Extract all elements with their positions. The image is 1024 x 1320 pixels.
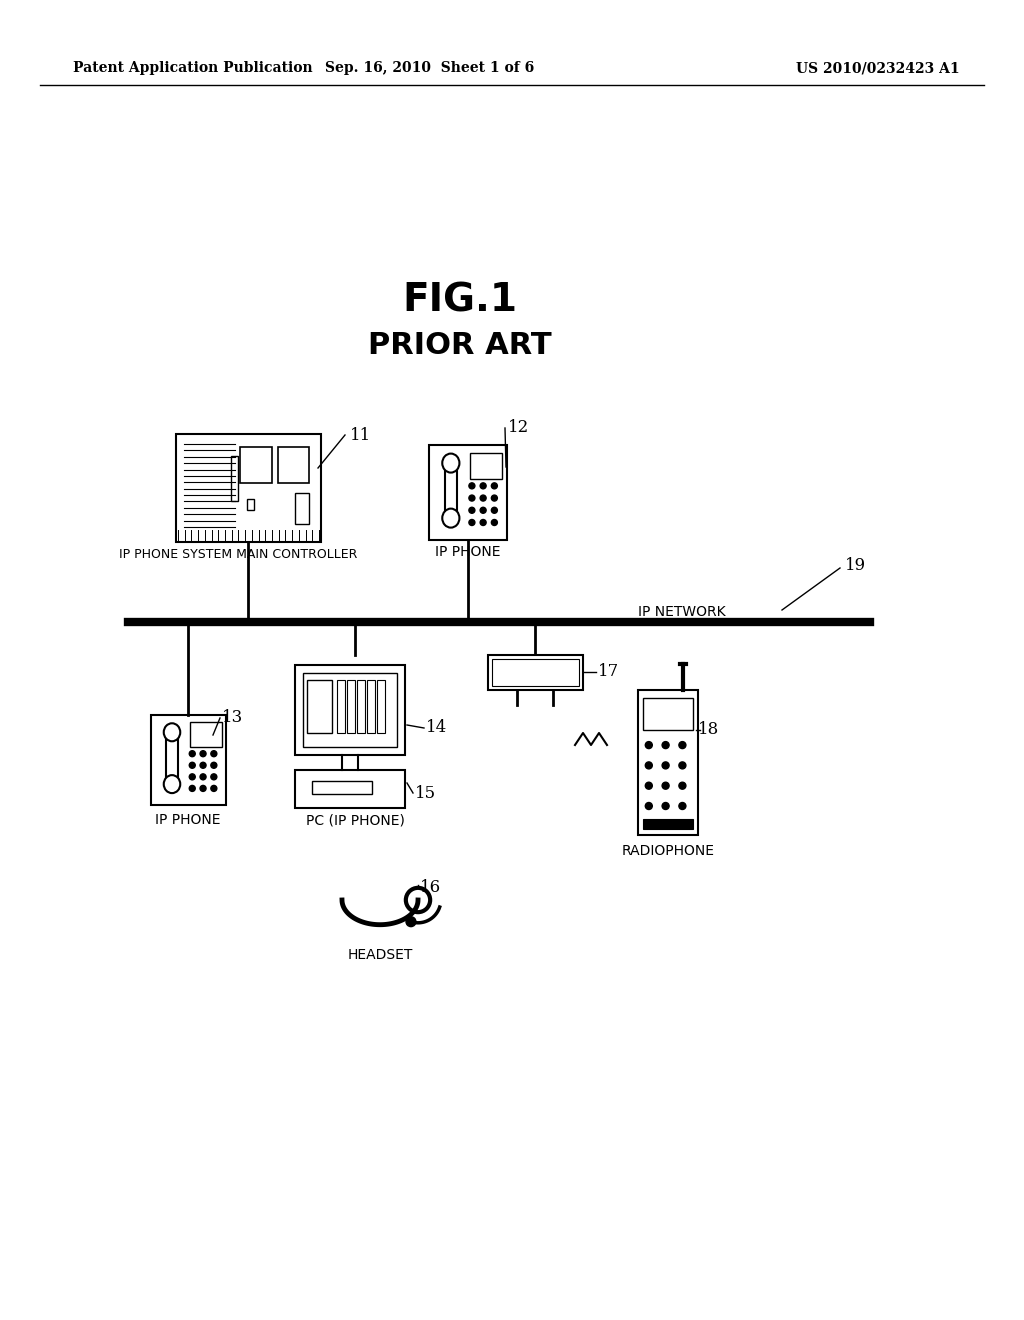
Text: 13: 13 (222, 710, 244, 726)
Bar (377, 680, 385, 733)
Text: RADIOPHONE: RADIOPHONE (622, 843, 715, 858)
Bar (295, 770, 406, 808)
Text: IP PHONE: IP PHONE (435, 545, 501, 558)
Text: 14: 14 (426, 719, 447, 737)
Bar (337, 680, 345, 733)
Text: IP NETWORK: IP NETWORK (638, 605, 726, 619)
Circle shape (189, 762, 196, 768)
Bar (346, 680, 354, 733)
Ellipse shape (442, 454, 460, 473)
Bar (190, 722, 221, 747)
Circle shape (645, 803, 652, 809)
Circle shape (645, 762, 652, 768)
Bar (492, 659, 579, 686)
Circle shape (679, 742, 686, 748)
Circle shape (492, 507, 498, 513)
Ellipse shape (164, 723, 180, 742)
Text: FIG.1: FIG.1 (402, 281, 517, 319)
Bar (231, 455, 238, 502)
Circle shape (645, 742, 652, 748)
Text: IP PHONE SYSTEM MAIN CONTROLLER: IP PHONE SYSTEM MAIN CONTROLLER (119, 548, 357, 561)
Circle shape (189, 751, 196, 756)
Text: 17: 17 (598, 664, 620, 681)
Circle shape (211, 785, 217, 792)
Bar (429, 445, 507, 540)
Text: IP PHONE: IP PHONE (156, 813, 221, 828)
Circle shape (469, 483, 475, 488)
Bar (295, 665, 406, 755)
Bar (303, 673, 397, 747)
Circle shape (480, 520, 486, 525)
Circle shape (663, 762, 669, 768)
Bar (295, 494, 309, 524)
Circle shape (469, 520, 475, 525)
Circle shape (492, 495, 498, 502)
Text: PRIOR ART: PRIOR ART (369, 330, 552, 359)
Bar (643, 818, 693, 829)
Bar (240, 447, 271, 483)
Circle shape (211, 751, 217, 756)
Circle shape (679, 803, 686, 809)
Bar (311, 781, 372, 793)
Text: US 2010/0232423 A1: US 2010/0232423 A1 (797, 61, 961, 75)
Bar (278, 447, 309, 483)
Bar (247, 499, 254, 510)
Text: 18: 18 (698, 722, 719, 738)
Circle shape (492, 483, 498, 488)
Bar (151, 715, 226, 805)
Circle shape (211, 774, 217, 780)
Circle shape (480, 483, 486, 488)
Text: 16: 16 (420, 879, 441, 896)
Text: PC (IP PHONE): PC (IP PHONE) (305, 813, 404, 828)
Circle shape (406, 917, 416, 927)
Circle shape (200, 751, 206, 756)
Ellipse shape (442, 508, 460, 528)
Circle shape (200, 785, 206, 792)
Circle shape (679, 783, 686, 789)
Circle shape (189, 785, 196, 792)
Circle shape (663, 803, 669, 809)
Circle shape (406, 888, 430, 912)
Bar (356, 680, 365, 733)
Circle shape (211, 762, 217, 768)
Bar (638, 690, 698, 836)
Bar (488, 655, 583, 690)
Bar (470, 453, 503, 479)
Text: HEADSET: HEADSET (347, 948, 413, 962)
Text: 15: 15 (415, 784, 436, 801)
Text: 11: 11 (350, 426, 372, 444)
Bar (176, 434, 321, 543)
Circle shape (200, 762, 206, 768)
Bar (643, 698, 693, 730)
Circle shape (663, 783, 669, 789)
Circle shape (645, 783, 652, 789)
Circle shape (663, 742, 669, 748)
Circle shape (480, 507, 486, 513)
Bar (367, 680, 375, 733)
Circle shape (492, 520, 498, 525)
Text: 19: 19 (845, 557, 866, 573)
Text: Sep. 16, 2010  Sheet 1 of 6: Sep. 16, 2010 Sheet 1 of 6 (326, 61, 535, 75)
Ellipse shape (164, 775, 180, 793)
Circle shape (189, 774, 196, 780)
Circle shape (200, 774, 206, 780)
Circle shape (469, 495, 475, 502)
Circle shape (480, 495, 486, 502)
Circle shape (469, 507, 475, 513)
Text: Patent Application Publication: Patent Application Publication (73, 61, 312, 75)
Text: 12: 12 (508, 418, 529, 436)
Bar (307, 680, 332, 733)
Circle shape (679, 762, 686, 768)
